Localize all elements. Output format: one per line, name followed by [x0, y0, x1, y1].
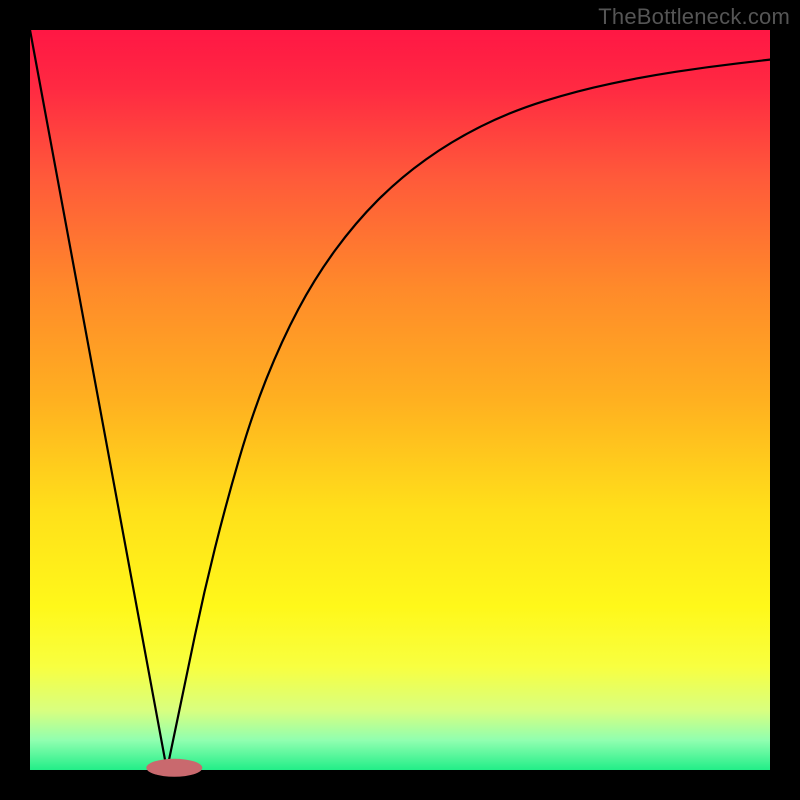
chart-container: TheBottleneck.com	[0, 0, 800, 800]
bottleneck-chart	[0, 0, 800, 800]
optimal-point-marker	[146, 759, 202, 777]
plot-background	[30, 30, 770, 770]
watermark-text: TheBottleneck.com	[598, 4, 790, 30]
